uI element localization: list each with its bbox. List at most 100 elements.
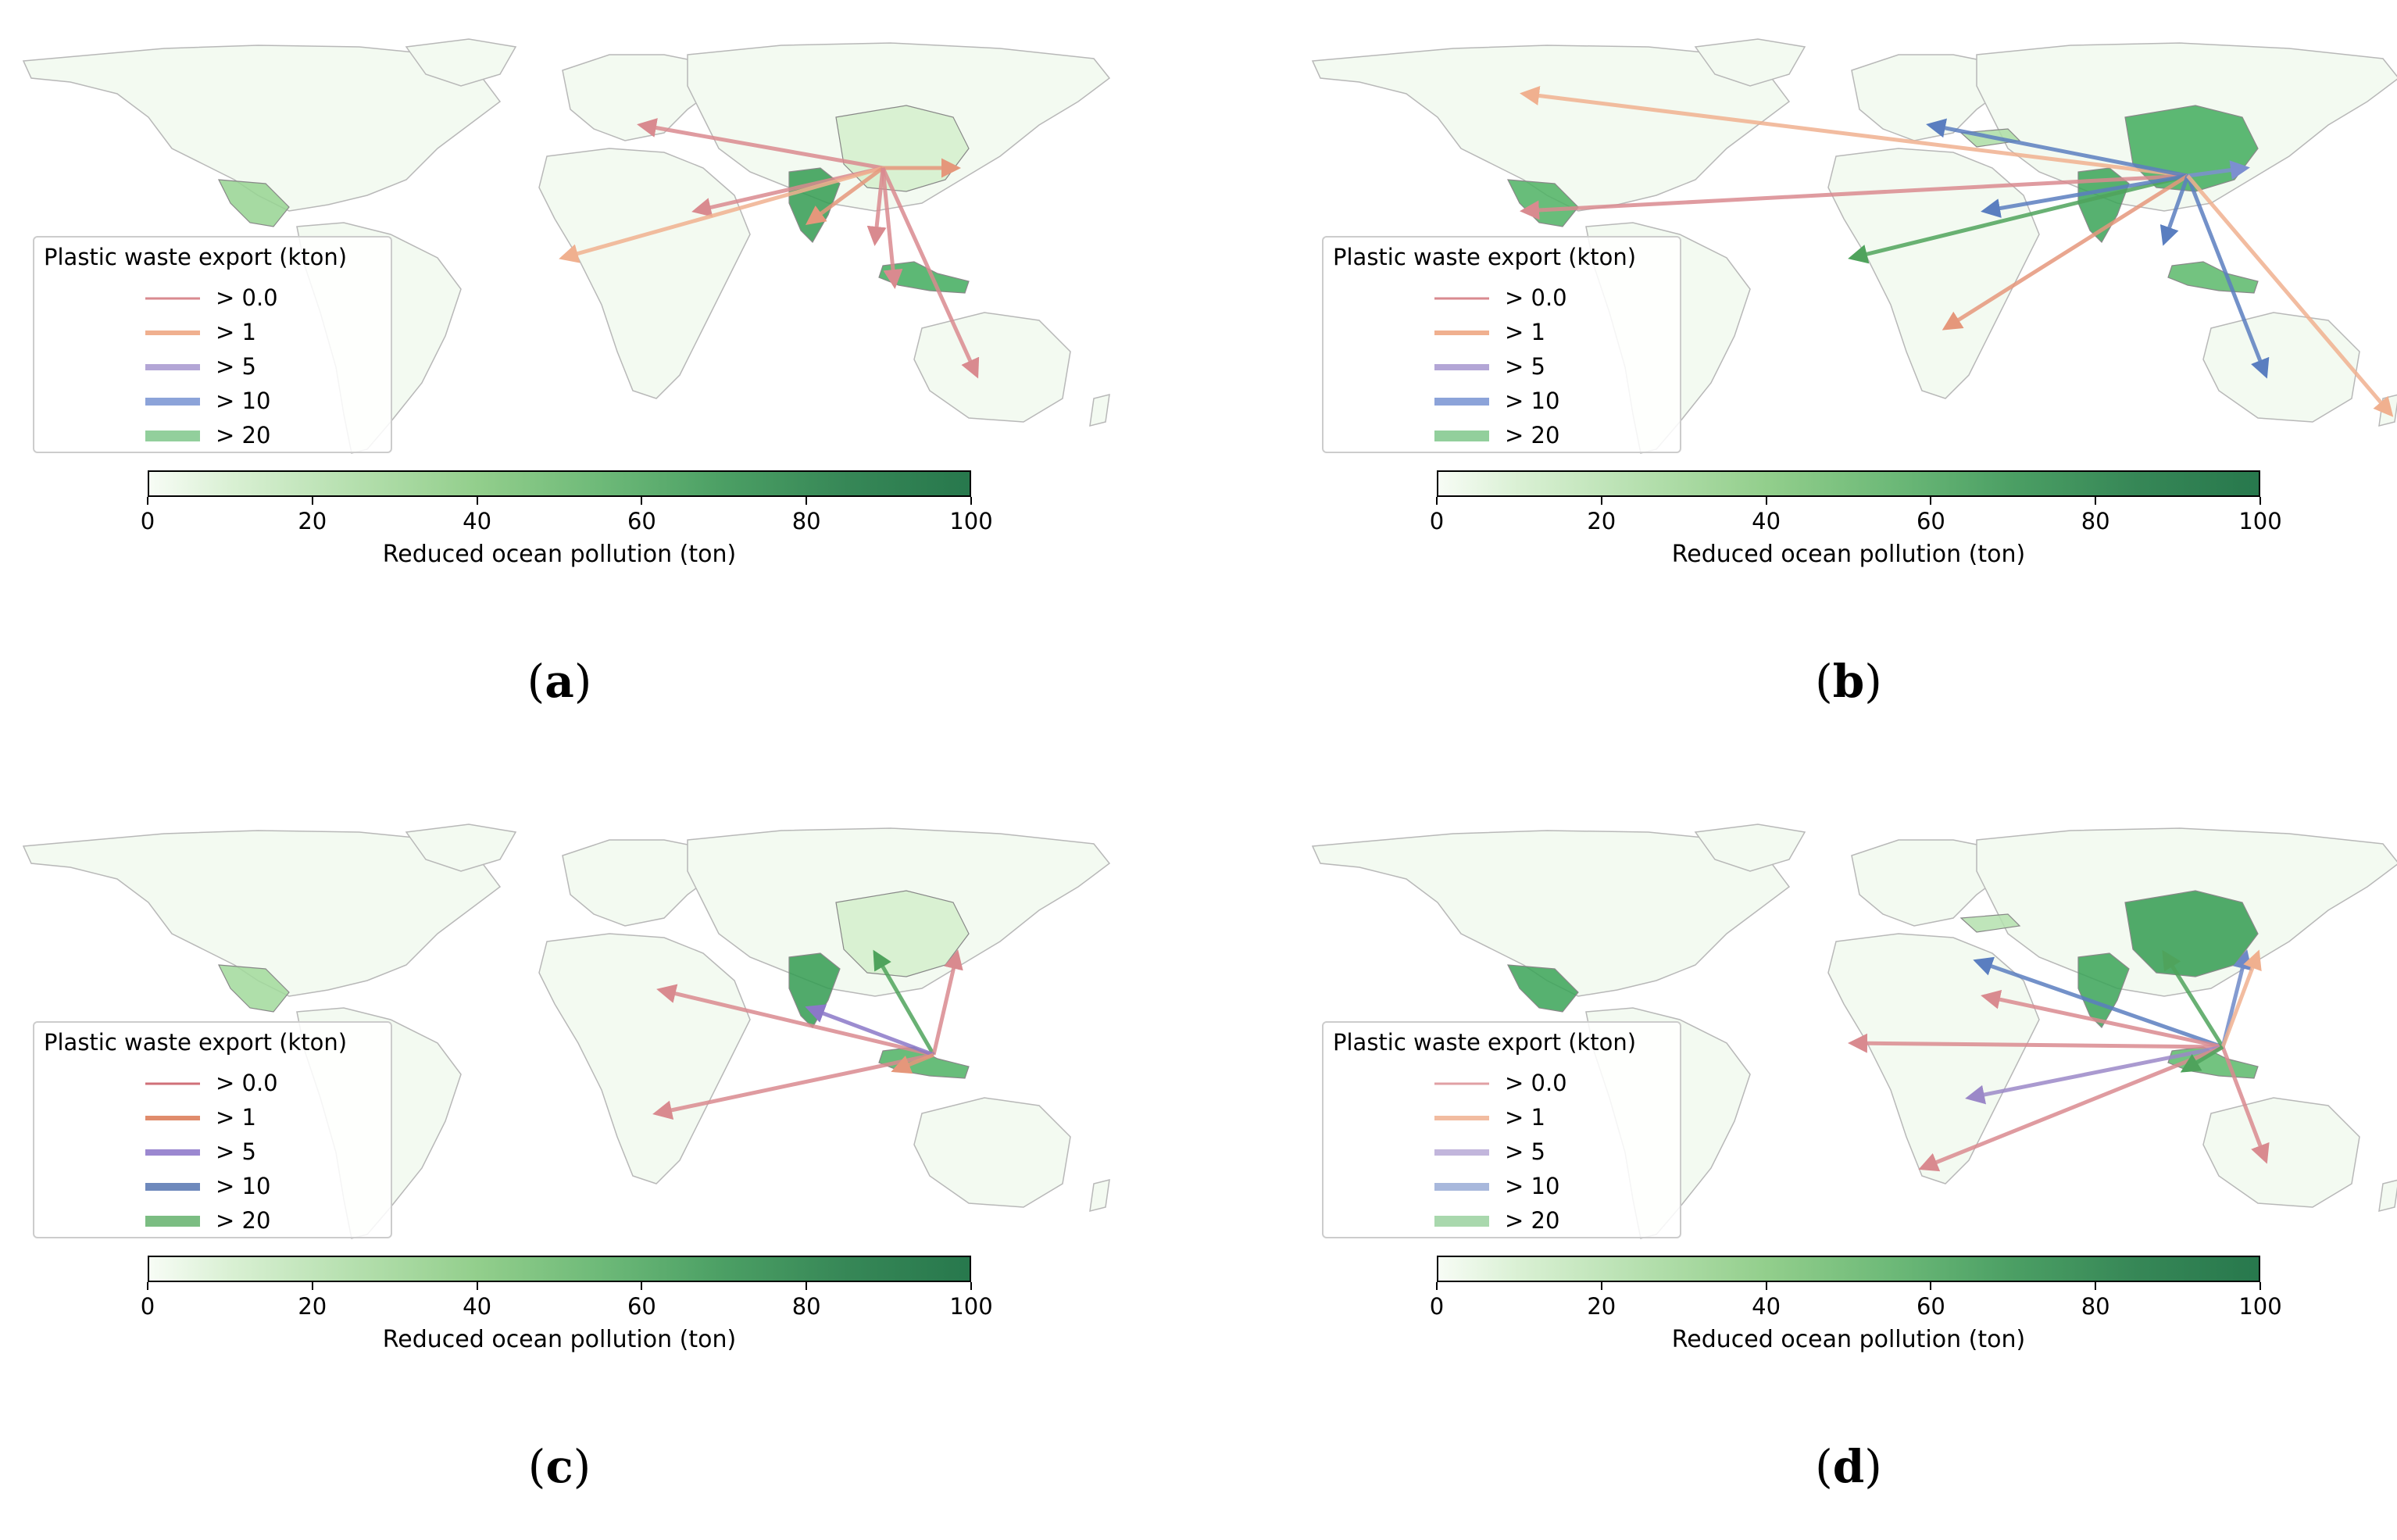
flow-arrow <box>866 167 887 246</box>
flow-arrow <box>1973 956 2224 1049</box>
colorbar-tick-label: 0 <box>140 1293 155 1320</box>
flow-arrow <box>2162 949 2225 1049</box>
colorbar-tick-label: 60 <box>1916 1293 1945 1320</box>
continent-australia <box>2202 312 2360 423</box>
legend-label: > 5 <box>216 353 256 380</box>
colorbar-tick <box>311 1282 313 1290</box>
continent-north-america <box>1311 45 1791 212</box>
legend-entry: > 1 <box>34 1102 391 1134</box>
legend-entry: > 0.0 <box>34 1068 391 1099</box>
flow-arrow <box>1926 118 2188 178</box>
legend: Plastic waste export (kton) > 0.0 > 1 > 5 >… <box>1322 1021 1681 1238</box>
flow-arrow <box>1520 86 2188 178</box>
colorbar-tick <box>147 497 148 505</box>
continent-north-america <box>1311 830 1791 997</box>
colorbar-tick-label: 80 <box>2081 1293 2110 1320</box>
colorbar-tick <box>147 1282 148 1290</box>
colorbar-tick <box>1930 497 1932 505</box>
flow-arrow <box>559 166 884 263</box>
colorbar-tick <box>2095 497 2097 505</box>
country-india <box>2077 952 2130 1028</box>
continent-new-zealand <box>1089 394 1110 427</box>
legend-label: > 1 <box>1505 1104 1545 1131</box>
flow-arrow <box>1981 173 2188 218</box>
legend-swatch <box>145 1082 200 1085</box>
flow-arrow <box>1520 173 2188 220</box>
colorbar-tick <box>1930 1282 1932 1290</box>
legend-swatch <box>1434 1116 1489 1120</box>
colorbar-tick <box>2259 497 2261 505</box>
continent-new-zealand <box>1089 1179 1110 1212</box>
colorbar-tick <box>641 1282 643 1290</box>
flow-arrow <box>656 984 934 1057</box>
colorbar <box>148 470 971 497</box>
continent-europe <box>1851 839 2009 927</box>
colorbar <box>1437 470 2260 497</box>
country-turkey <box>1959 913 2021 933</box>
colorbar-tick <box>2259 1282 2261 1290</box>
panel-label: (a) <box>527 655 592 708</box>
legend-label: > 0.0 <box>216 1070 278 1096</box>
legend-title: Plastic waste export (kton) <box>1333 1029 1637 1056</box>
colorbar-tick-label: 40 <box>463 1293 492 1320</box>
legend-entry: > 0.0 <box>34 283 391 314</box>
colorbar <box>148 1256 971 1282</box>
flow-arrow <box>805 1004 934 1057</box>
flow-arrow <box>2180 1045 2224 1073</box>
legend-swatch <box>145 431 200 441</box>
map-panel-a: Plastic waste export (kton) > 0.0 > 1 > 5 >… <box>0 0 1198 755</box>
legend-swatch <box>145 1116 200 1120</box>
colorbar-tick-label: 0 <box>1429 1293 1445 1320</box>
legend-label: > 20 <box>216 1207 271 1234</box>
colorbar-tick <box>476 1282 478 1290</box>
colorbar-tick-label: 40 <box>1752 508 1781 534</box>
country-mexico <box>1506 964 1579 1013</box>
colorbar-tick-label: 100 <box>2238 508 2282 534</box>
flow-arrow <box>2220 1046 2270 1164</box>
continent-australia <box>913 312 1071 423</box>
flow-arrow <box>637 118 884 170</box>
flow-arrow <box>1848 173 2188 264</box>
legend-label: > 20 <box>216 422 271 448</box>
legend-entry: > 10 <box>1324 1171 1680 1202</box>
legend-label: > 10 <box>216 388 271 414</box>
colorbar-tick <box>970 1282 972 1290</box>
colorbar-tick-label: 60 <box>627 508 656 534</box>
legend-title: Plastic waste export (kton) <box>1333 244 1637 270</box>
colorbar-tick <box>1600 1282 1602 1290</box>
continent-europe <box>1851 54 2009 141</box>
colorbar-tick <box>806 497 808 505</box>
continent-greenland <box>405 824 517 872</box>
continent-europe <box>562 54 720 141</box>
legend-entry: > 5 <box>34 1137 391 1168</box>
legend: Plastic waste export (kton) > 0.0 > 1 > 5 >… <box>33 1021 392 1238</box>
colorbar-tick-label: 40 <box>463 508 492 534</box>
colorbar-tick-label: 100 <box>949 508 993 534</box>
continent-greenland <box>1694 824 1806 872</box>
legend-entry: > 1 <box>34 317 391 348</box>
flow-arrow <box>2186 174 2394 417</box>
legend-swatch <box>1434 297 1489 300</box>
legend-swatch <box>1434 398 1489 406</box>
legend-entry: > 20 <box>1324 1206 1680 1237</box>
legend-entry: > 20 <box>34 1206 391 1237</box>
colorbar-tick-label: 20 <box>1587 1293 1616 1320</box>
colorbar-tick-label: 60 <box>1916 508 1945 534</box>
map-panel-d: Plastic waste export (kton) > 0.0 > 1 > 5 >… <box>1289 785 2397 1540</box>
legend-label: > 10 <box>1505 388 1560 414</box>
legend-entry: > 0.0 <box>1324 283 1680 314</box>
legend-swatch <box>145 297 200 300</box>
colorbar-tick <box>1436 1282 1438 1290</box>
continent-europe <box>562 839 720 927</box>
continent-africa <box>538 148 751 399</box>
legend-label: > 1 <box>216 319 256 345</box>
legend: Plastic waste export (kton) > 0.0 > 1 > 5 >… <box>33 236 392 453</box>
colorbar-tick <box>970 497 972 505</box>
legend-entry: > 10 <box>34 1171 391 1202</box>
colorbar-tick-label: 80 <box>2081 508 2110 534</box>
flow-arrow <box>1848 1033 2224 1053</box>
world-map <box>22 824 1111 1239</box>
legend-entry: > 1 <box>1324 1102 1680 1134</box>
flow-arrow <box>2159 175 2190 246</box>
continent-north-america <box>22 45 502 212</box>
